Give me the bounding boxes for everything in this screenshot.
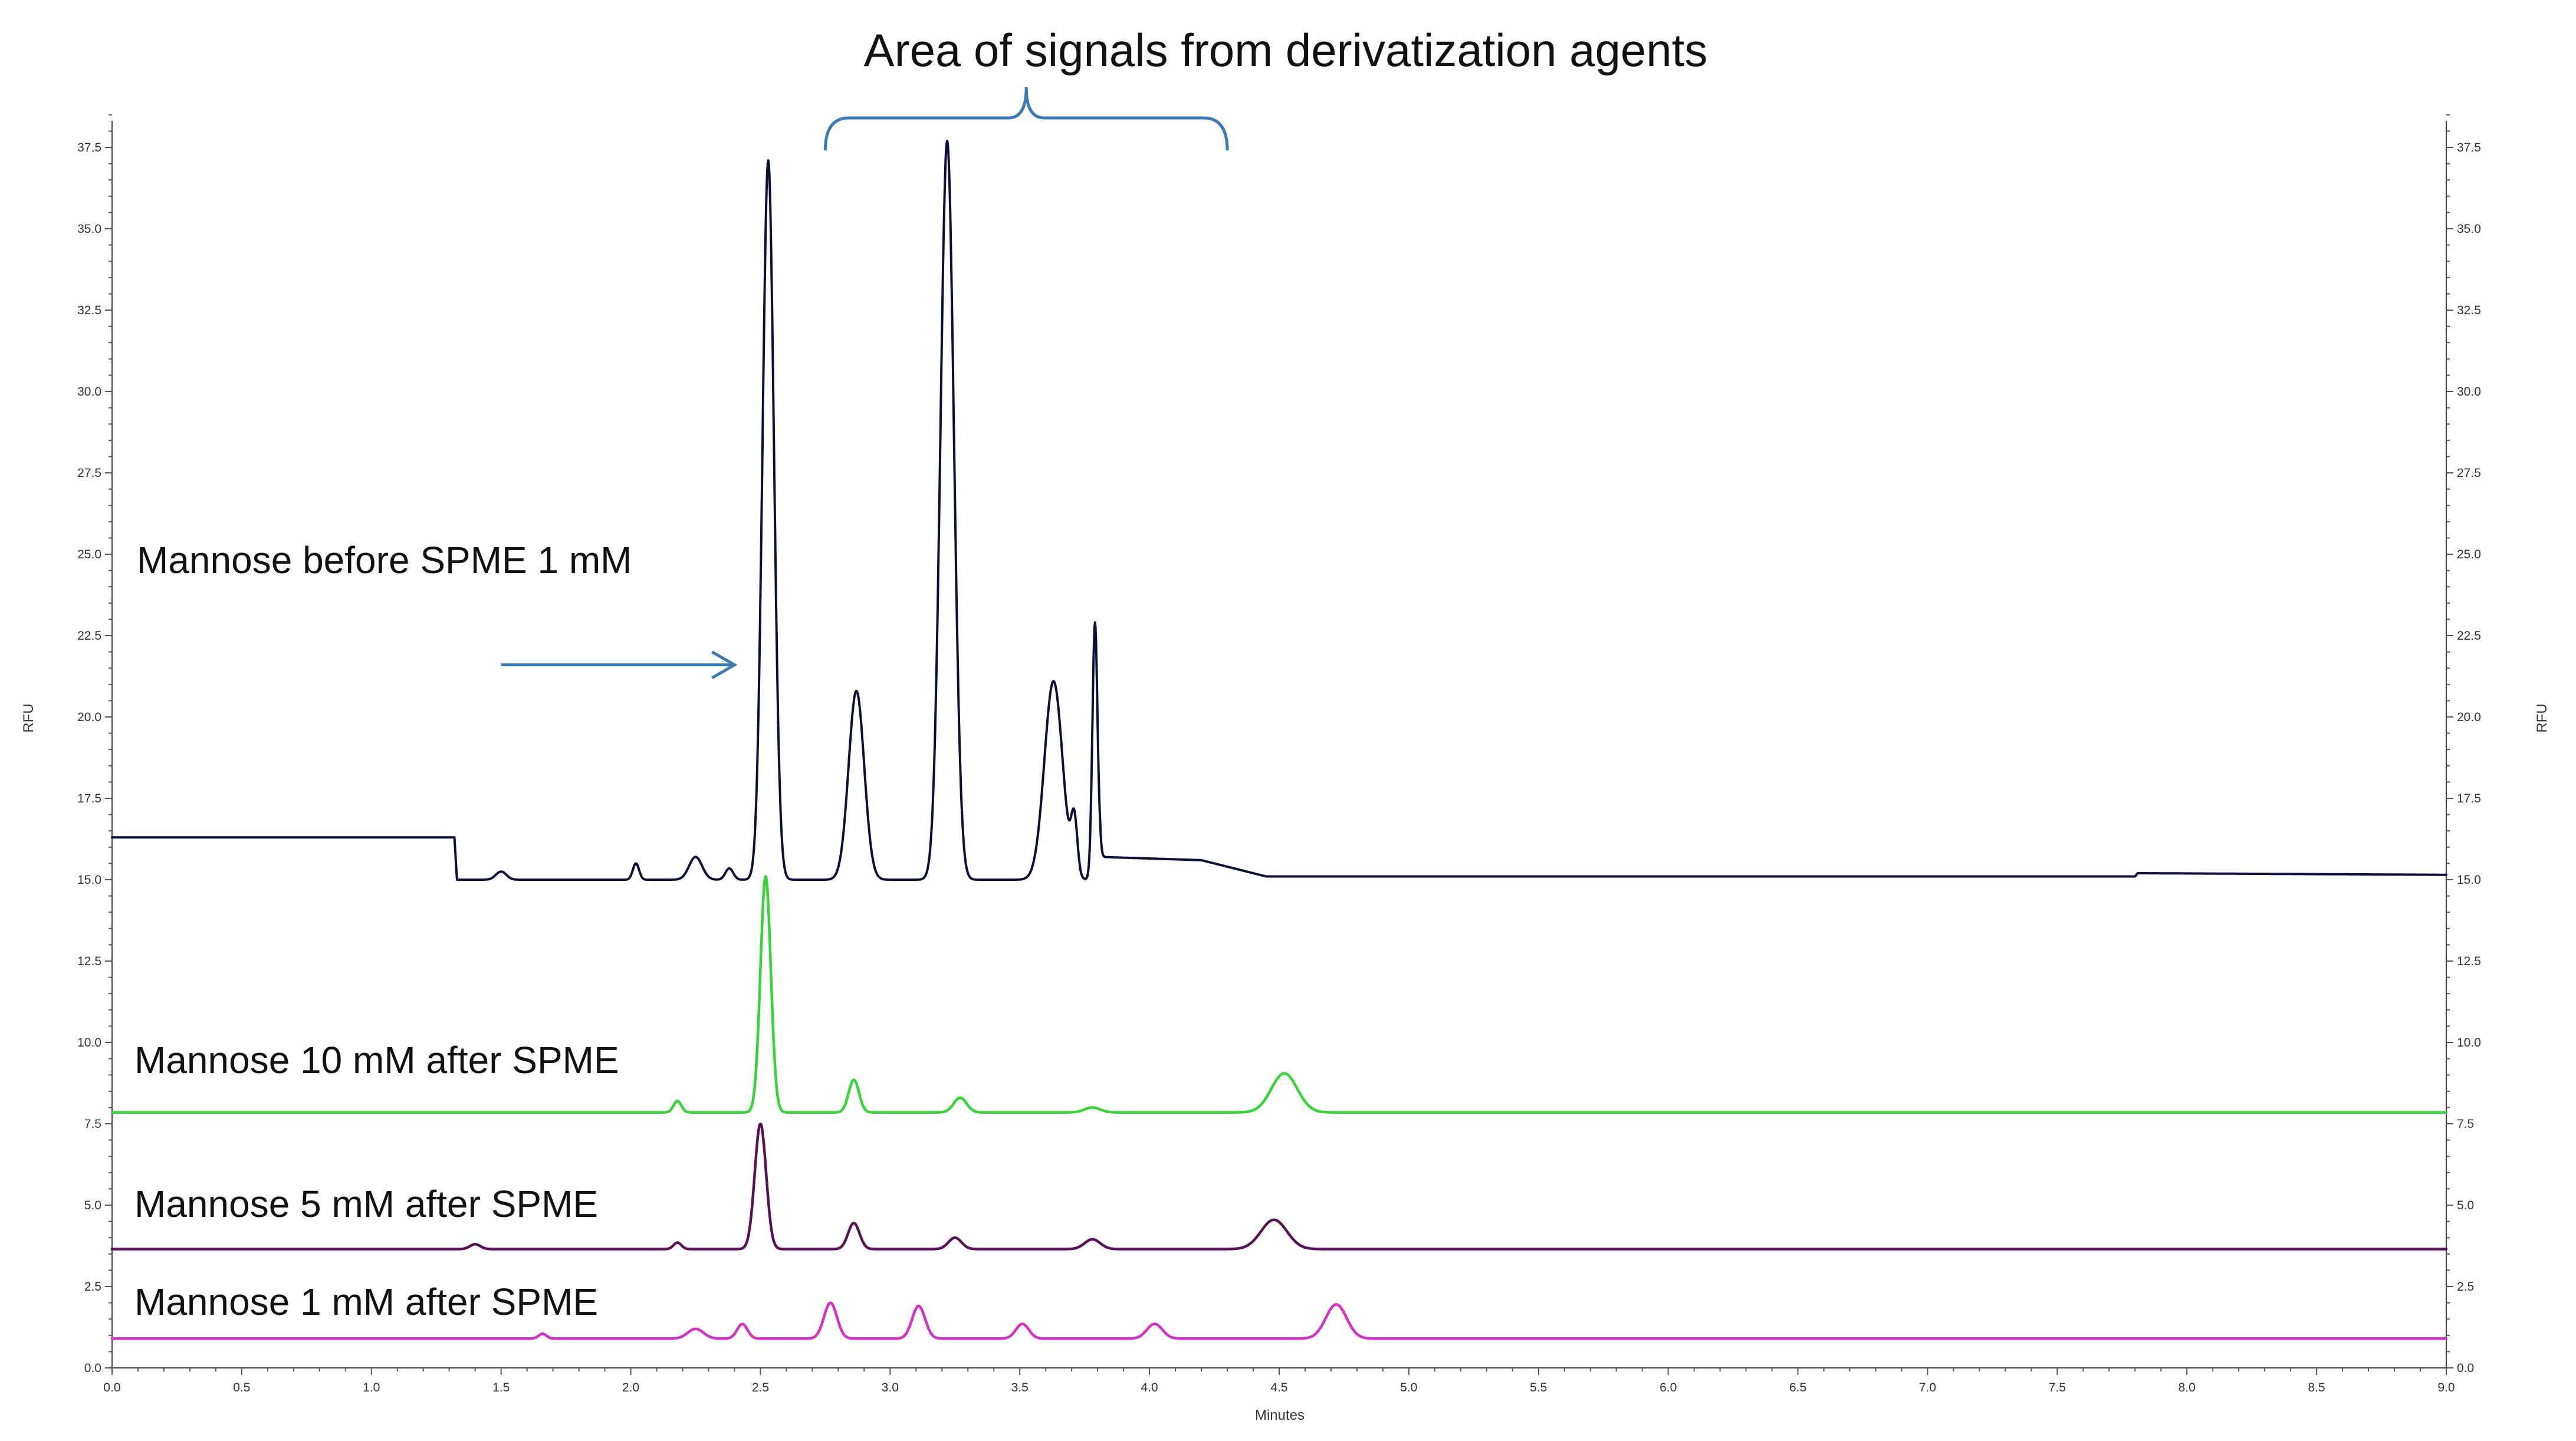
- y-tick-label-left: 17.5: [77, 792, 101, 805]
- x-tick-label: 3.5: [1011, 1381, 1029, 1394]
- y-tick-label-right: 32.5: [2457, 304, 2481, 317]
- annotation-bracket: [823, 87, 1229, 151]
- x-tick-label: 0.0: [103, 1381, 120, 1394]
- y-tick-label-left: 0.0: [84, 1361, 101, 1375]
- y-tick-label-left: 27.5: [77, 466, 101, 480]
- y-tick-label-left: 7.5: [84, 1117, 101, 1131]
- x-tick-label: 4.0: [1141, 1381, 1158, 1394]
- x-tick-label: 9.0: [2437, 1381, 2455, 1394]
- y-tick-label-right: 7.5: [2457, 1117, 2474, 1131]
- y-tick-label-left: 30.0: [77, 385, 101, 399]
- trace-label-1mm: Mannose 1 mM after SPME: [134, 1281, 598, 1323]
- trace-10mm: [110, 875, 2448, 1114]
- y-tick-label-left: 35.0: [77, 222, 101, 236]
- x-tick-label: 1.5: [492, 1381, 510, 1394]
- y-tick-label-right: 27.5: [2457, 466, 2481, 480]
- trace-group: [110, 140, 2448, 1340]
- x-tick-label: 7.0: [1919, 1381, 1936, 1394]
- y-tick-label-right: 0.0: [2457, 1361, 2474, 1375]
- y-tick-label-left: 22.5: [77, 629, 101, 643]
- x-tick-label: 8.0: [2179, 1381, 2196, 1394]
- x-tick-label: 6.5: [1789, 1381, 1806, 1394]
- x-tick-label: 1.0: [363, 1381, 380, 1394]
- trace-label-before-spme: Mannose before SPME 1 mM: [137, 539, 632, 581]
- x-axis-title: Minutes: [1255, 1407, 1305, 1423]
- y-tick-label-left: 10.0: [77, 1036, 101, 1050]
- y-tick-label-right: 2.5: [2457, 1280, 2474, 1294]
- x-tick-label: 7.5: [2049, 1381, 2066, 1394]
- y-tick-label-right: 30.0: [2457, 385, 2481, 399]
- x-tick-label: 6.0: [1660, 1381, 1677, 1394]
- y-axis-title-left: RFU: [21, 703, 37, 732]
- y-tick-label-right: 22.5: [2457, 629, 2481, 643]
- y-tick-label-right: 10.0: [2457, 1036, 2481, 1050]
- arrow-head: [711, 650, 738, 679]
- y-tick-label-right: 17.5: [2457, 792, 2481, 805]
- chart-title: Area of signals from derivatization agen…: [864, 24, 1708, 76]
- y-tick-label-right: 15.0: [2457, 873, 2481, 887]
- y-tick-label-right: 35.0: [2457, 222, 2481, 236]
- x-tick-label: 8.5: [2308, 1381, 2325, 1394]
- axes: 0.0 0.02.5 2.55.0 5.07.5 7.510.0 10.012.5 12.5…: [77, 114, 2481, 1394]
- y-tick-label-left: 20.0: [77, 710, 101, 724]
- y-tick-label-right: 37.5: [2457, 141, 2481, 154]
- y-tick-label-left: 2.5: [84, 1280, 101, 1294]
- x-tick-label: 5.5: [1530, 1381, 1547, 1394]
- x-tick-label: 2.0: [622, 1381, 639, 1394]
- trace-5mm: [110, 1122, 2448, 1251]
- y-tick-label-left: 15.0: [77, 873, 101, 887]
- y-axis-title-right: RFU: [2534, 703, 2550, 732]
- y-tick-label-right: 20.0: [2457, 710, 2481, 724]
- y-tick-label-left: 12.5: [77, 955, 101, 968]
- trace-label-10mm: Mannose 10 mM after SPME: [134, 1039, 619, 1081]
- trace-1mm: [110, 1301, 2448, 1340]
- y-tick-label-left: 37.5: [77, 141, 101, 154]
- x-tick-label: 5.0: [1400, 1381, 1417, 1394]
- y-tick-label-right: 5.0: [2457, 1199, 2474, 1212]
- x-tick-label: 4.5: [1270, 1381, 1287, 1394]
- trace-label-5mm: Mannose 5 mM after SPME: [134, 1183, 598, 1225]
- x-tick-label: 3.0: [882, 1381, 899, 1394]
- y-tick-label-left: 5.0: [84, 1199, 101, 1212]
- y-tick-label-left: 32.5: [77, 304, 101, 317]
- trace-before-spme: [111, 140, 2447, 881]
- y-tick-label-left: 25.0: [77, 548, 101, 561]
- annotation-arrow: [501, 650, 738, 679]
- y-tick-label-right: 25.0: [2457, 548, 2481, 561]
- y-tick-label-right: 12.5: [2457, 955, 2481, 968]
- x-tick-label: 0.5: [233, 1381, 250, 1394]
- x-tick-label: 2.5: [752, 1381, 769, 1394]
